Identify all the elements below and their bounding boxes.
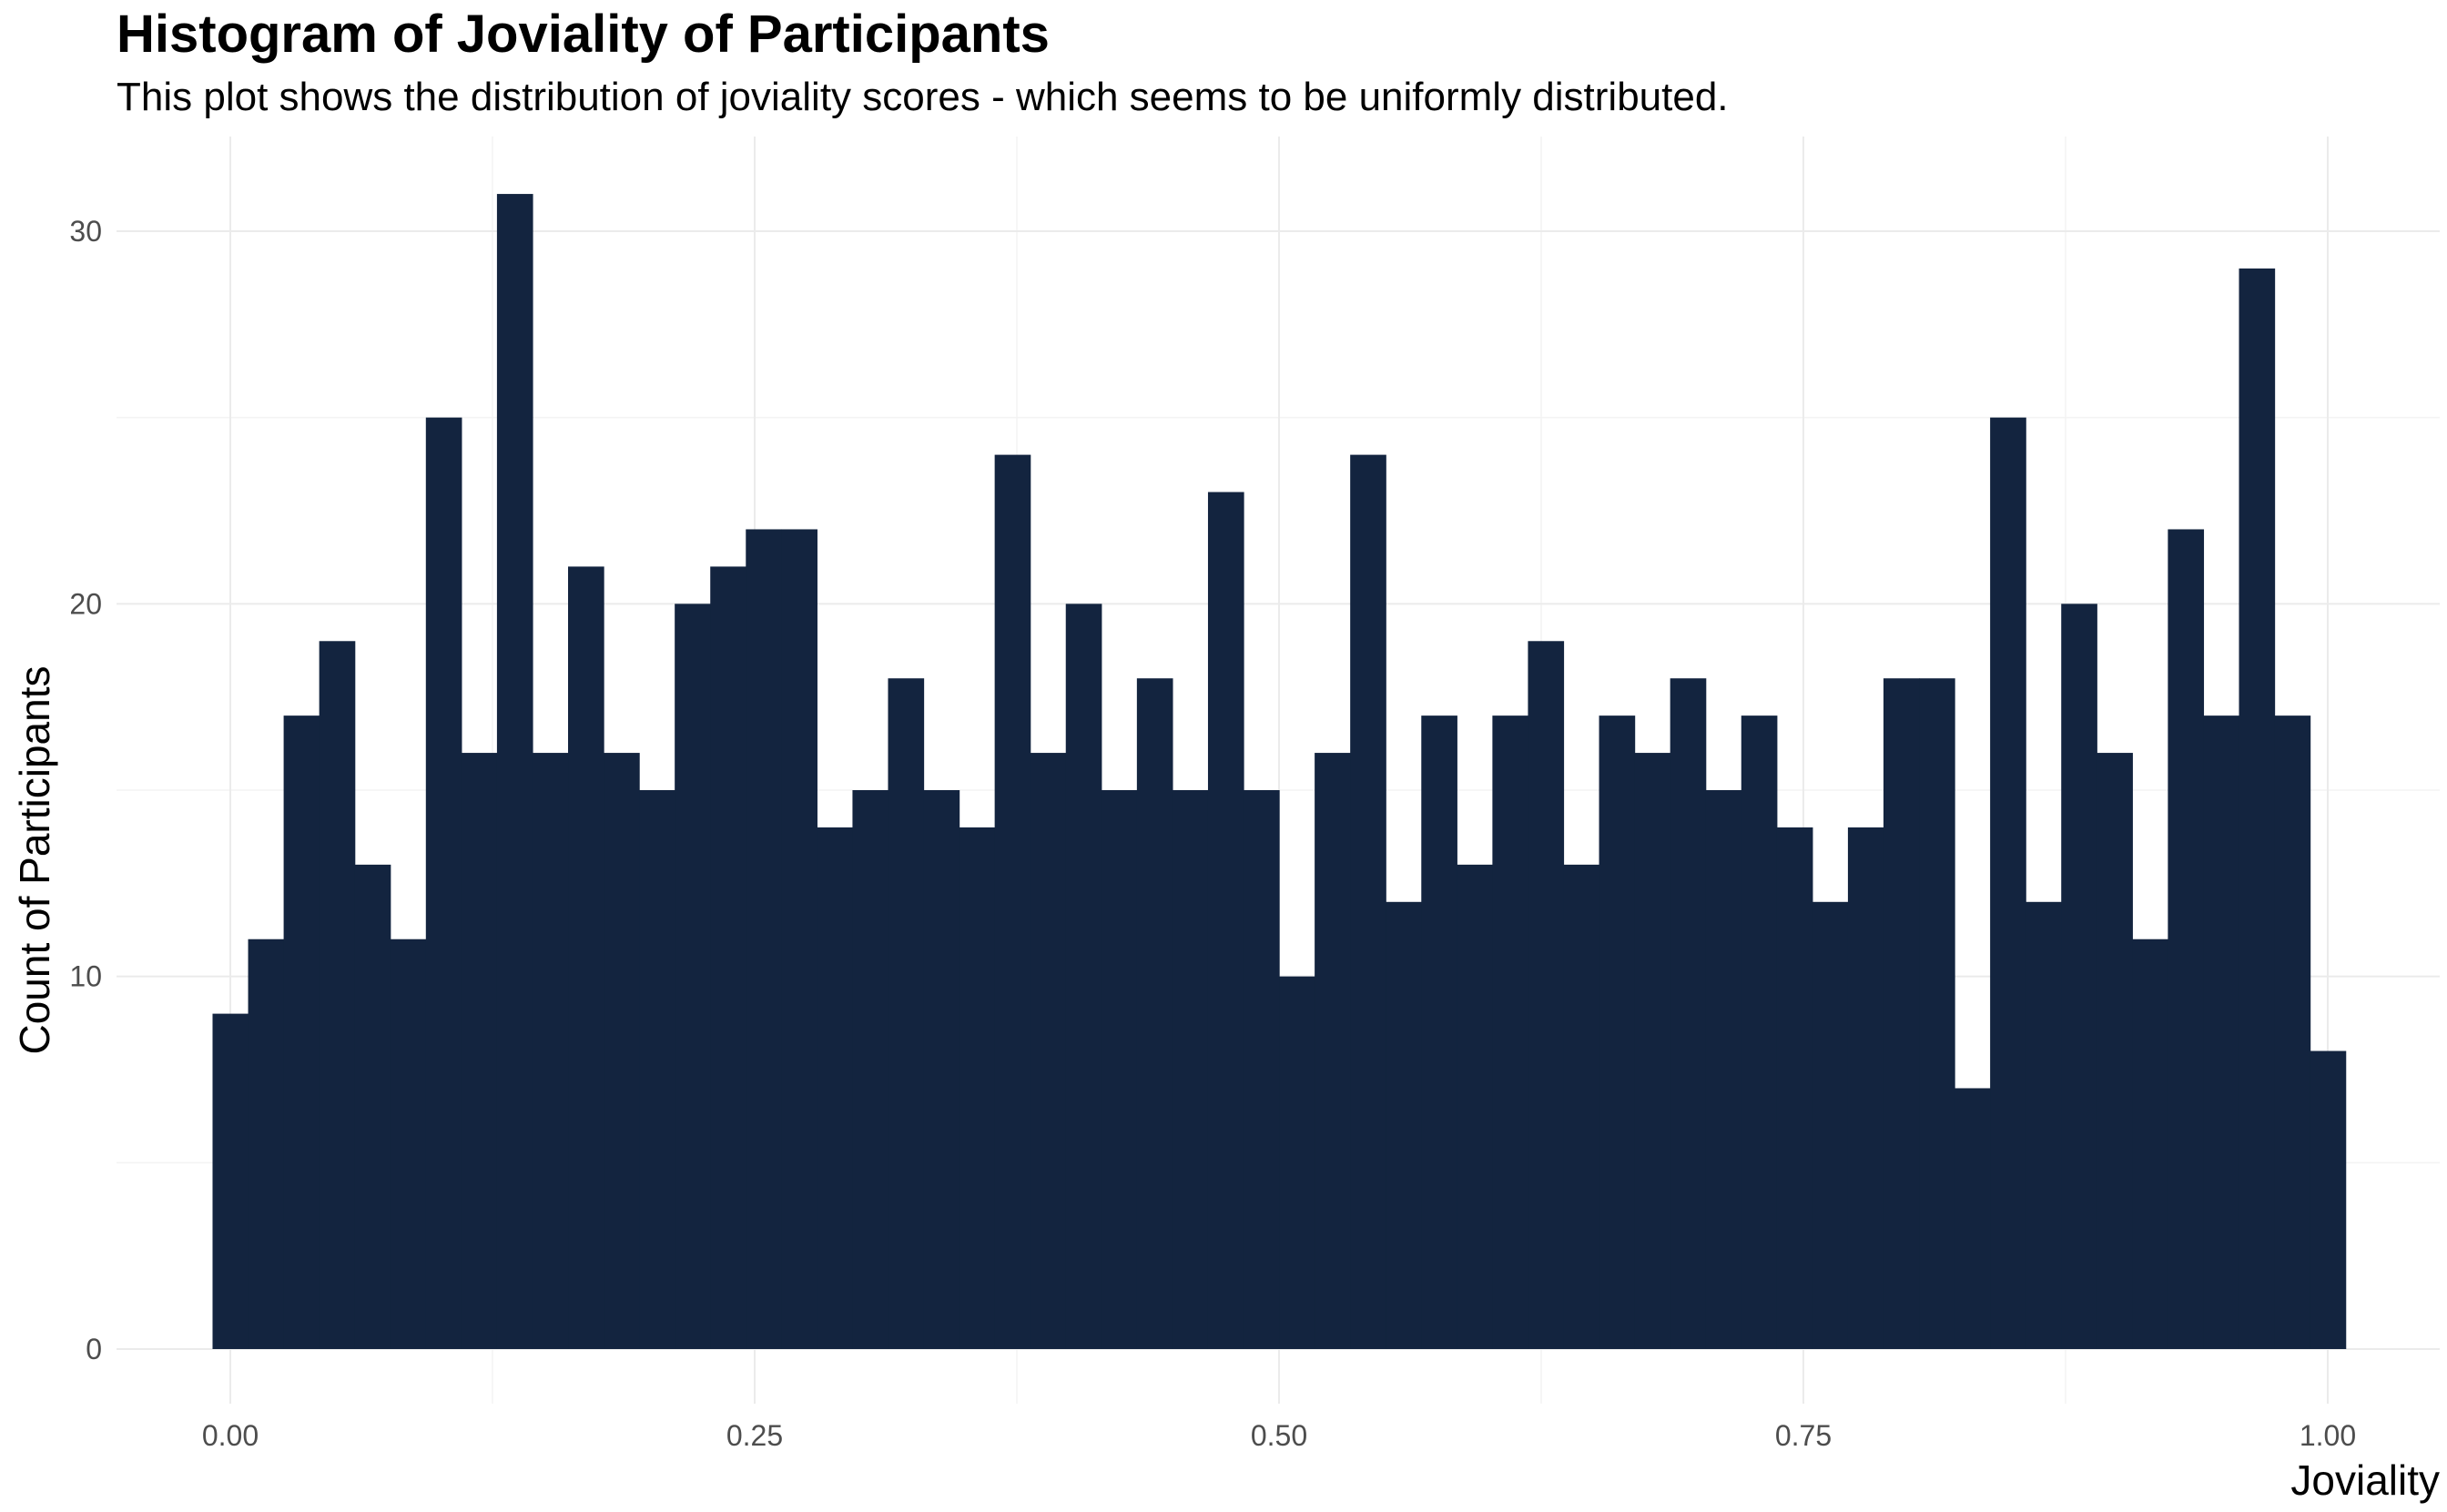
histogram-bar: [1279, 976, 1315, 1349]
x-axis-tick-labels: 0.00 0.25 0.50 0.75 1.00: [202, 1419, 2356, 1452]
histogram-bar: [1350, 454, 1386, 1350]
histogram-bar: [781, 529, 817, 1349]
y-tick-label: 30: [69, 215, 102, 248]
histogram-bar: [959, 827, 996, 1349]
histogram-bar: [1172, 790, 1209, 1349]
y-tick-label: 20: [69, 587, 102, 620]
histogram-bar: [248, 939, 285, 1349]
histogram-bar: [1919, 678, 1955, 1349]
histogram-bar: [1955, 1088, 1991, 1349]
histogram-bar: [461, 753, 498, 1349]
histogram-bar: [568, 566, 604, 1349]
histogram-bar: [1386, 901, 1422, 1349]
x-axis-title: Joviality: [2290, 1456, 2440, 1504]
histogram-bar: [2168, 529, 2205, 1349]
histogram-bar: [852, 790, 889, 1349]
y-axis-tick-labels: 0 10 20 30: [69, 215, 102, 1365]
histogram-bar: [2310, 1050, 2347, 1349]
histogram-bar: [1990, 417, 2026, 1350]
histogram-bar: [1670, 678, 1707, 1349]
histogram-bar: [710, 566, 746, 1349]
chart-title: Histogram of Joviality of Participants: [117, 5, 1050, 64]
histogram-bar: [2026, 901, 2062, 1349]
histogram-bar: [2097, 753, 2133, 1349]
y-axis-title: Count of Participants: [11, 665, 58, 1054]
histogram-bar: [319, 641, 356, 1349]
histogram-bar: [532, 753, 569, 1349]
histogram-bar: [923, 790, 960, 1349]
histogram-bar: [1705, 790, 1742, 1349]
histogram-bar: [888, 678, 925, 1349]
histogram-bar: [1563, 864, 1600, 1349]
histogram-bar: [1812, 901, 1849, 1349]
histogram-bar: [1421, 715, 1457, 1349]
histogram-bar: [1030, 753, 1067, 1349]
x-tick-label: 1.00: [2300, 1419, 2356, 1452]
histogram-bar: [1136, 678, 1173, 1349]
histogram-bar: [817, 827, 854, 1349]
histogram-bar: [1492, 715, 1529, 1349]
histogram-bar: [496, 194, 533, 1350]
histogram-bar: [1883, 678, 1920, 1349]
histogram-bar: [2061, 604, 2097, 1349]
x-tick-label: 0.00: [202, 1419, 259, 1452]
x-tick-label: 0.75: [1775, 1419, 1832, 1452]
x-tick-label: 0.25: [726, 1419, 783, 1452]
y-tick-label: 10: [69, 960, 102, 993]
histogram-bar: [354, 864, 391, 1349]
histogram-bar: [1776, 827, 1813, 1349]
histogram-bar: [675, 604, 711, 1349]
histogram-bar: [1244, 790, 1280, 1349]
histogram-bar: [2132, 939, 2168, 1349]
histogram-bar: [746, 529, 782, 1349]
histogram-bar: [390, 939, 427, 1349]
histogram-bar: [2203, 715, 2240, 1349]
histogram-bar: [994, 454, 1031, 1350]
histogram-bar: [604, 753, 640, 1349]
histogram-bar: [1207, 492, 1244, 1349]
histogram-bar: [2239, 268, 2276, 1349]
histogram-bar: [283, 715, 320, 1349]
y-tick-label: 0: [86, 1333, 102, 1365]
histogram-bar: [2274, 715, 2311, 1349]
chart-subtitle: This plot shows the distribution of jovi…: [117, 75, 1729, 119]
histogram-bar: [1847, 827, 1884, 1349]
histogram-bar: [1634, 753, 1671, 1349]
histogram-bar: [1599, 715, 1636, 1349]
histogram-bar: [1065, 604, 1102, 1349]
x-tick-label: 0.50: [1251, 1419, 1307, 1452]
histogram-bar: [1528, 641, 1565, 1349]
histogram-bar: [1315, 753, 1351, 1349]
histogram-bar: [425, 417, 462, 1350]
histogram-bar: [1741, 715, 1778, 1349]
histogram-bar: [212, 1013, 249, 1349]
histogram-bar: [1457, 864, 1493, 1349]
histogram-bar: [1101, 790, 1138, 1349]
histogram-bar: [639, 790, 675, 1349]
histogram-bars: [212, 194, 2347, 1350]
